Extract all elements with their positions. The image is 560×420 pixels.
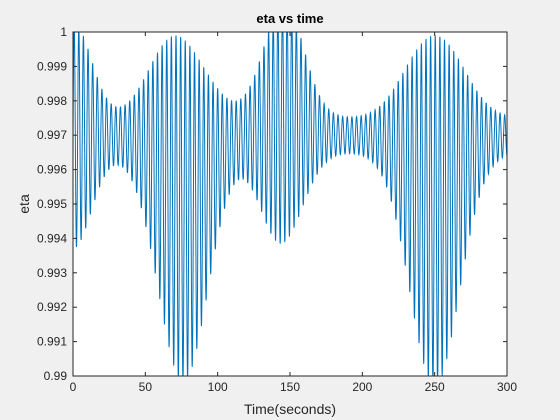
chart-title: eta vs time xyxy=(256,11,323,26)
y-axis-label: eta xyxy=(16,194,32,214)
y-tick-label: 0.994 xyxy=(37,231,67,245)
x-tick-label: 200 xyxy=(352,380,372,394)
y-tick-label: 0.992 xyxy=(37,300,67,314)
x-tick-label: 300 xyxy=(497,380,517,394)
y-tick-label: 0.993 xyxy=(37,266,67,280)
y-tick-label: 0.99 xyxy=(44,369,68,383)
ticks-layer: 0 50 100 150 200 250 300 0.99 0.991 0.992 0.993 0.9… xyxy=(37,25,517,394)
x-tick-label: 150 xyxy=(280,380,300,394)
y-tick-label: 0.996 xyxy=(37,163,67,177)
y-tick-label: 0.995 xyxy=(37,197,67,211)
y-tick-label: 0.999 xyxy=(37,59,67,73)
series-line xyxy=(72,31,508,377)
y-tick-label: 0.998 xyxy=(37,94,67,108)
y-tick-label: 0.991 xyxy=(37,335,67,349)
y-tick-label: 1 xyxy=(60,25,67,39)
x-axis-label: Time(seconds) xyxy=(244,401,336,417)
x-tick-label: 50 xyxy=(139,380,153,394)
x-tick-label: 100 xyxy=(208,380,228,394)
series-layer xyxy=(72,31,508,377)
x-tick-label: 250 xyxy=(425,380,445,394)
x-tick-label: 0 xyxy=(70,380,77,394)
y-tick-label: 0.997 xyxy=(37,128,67,142)
